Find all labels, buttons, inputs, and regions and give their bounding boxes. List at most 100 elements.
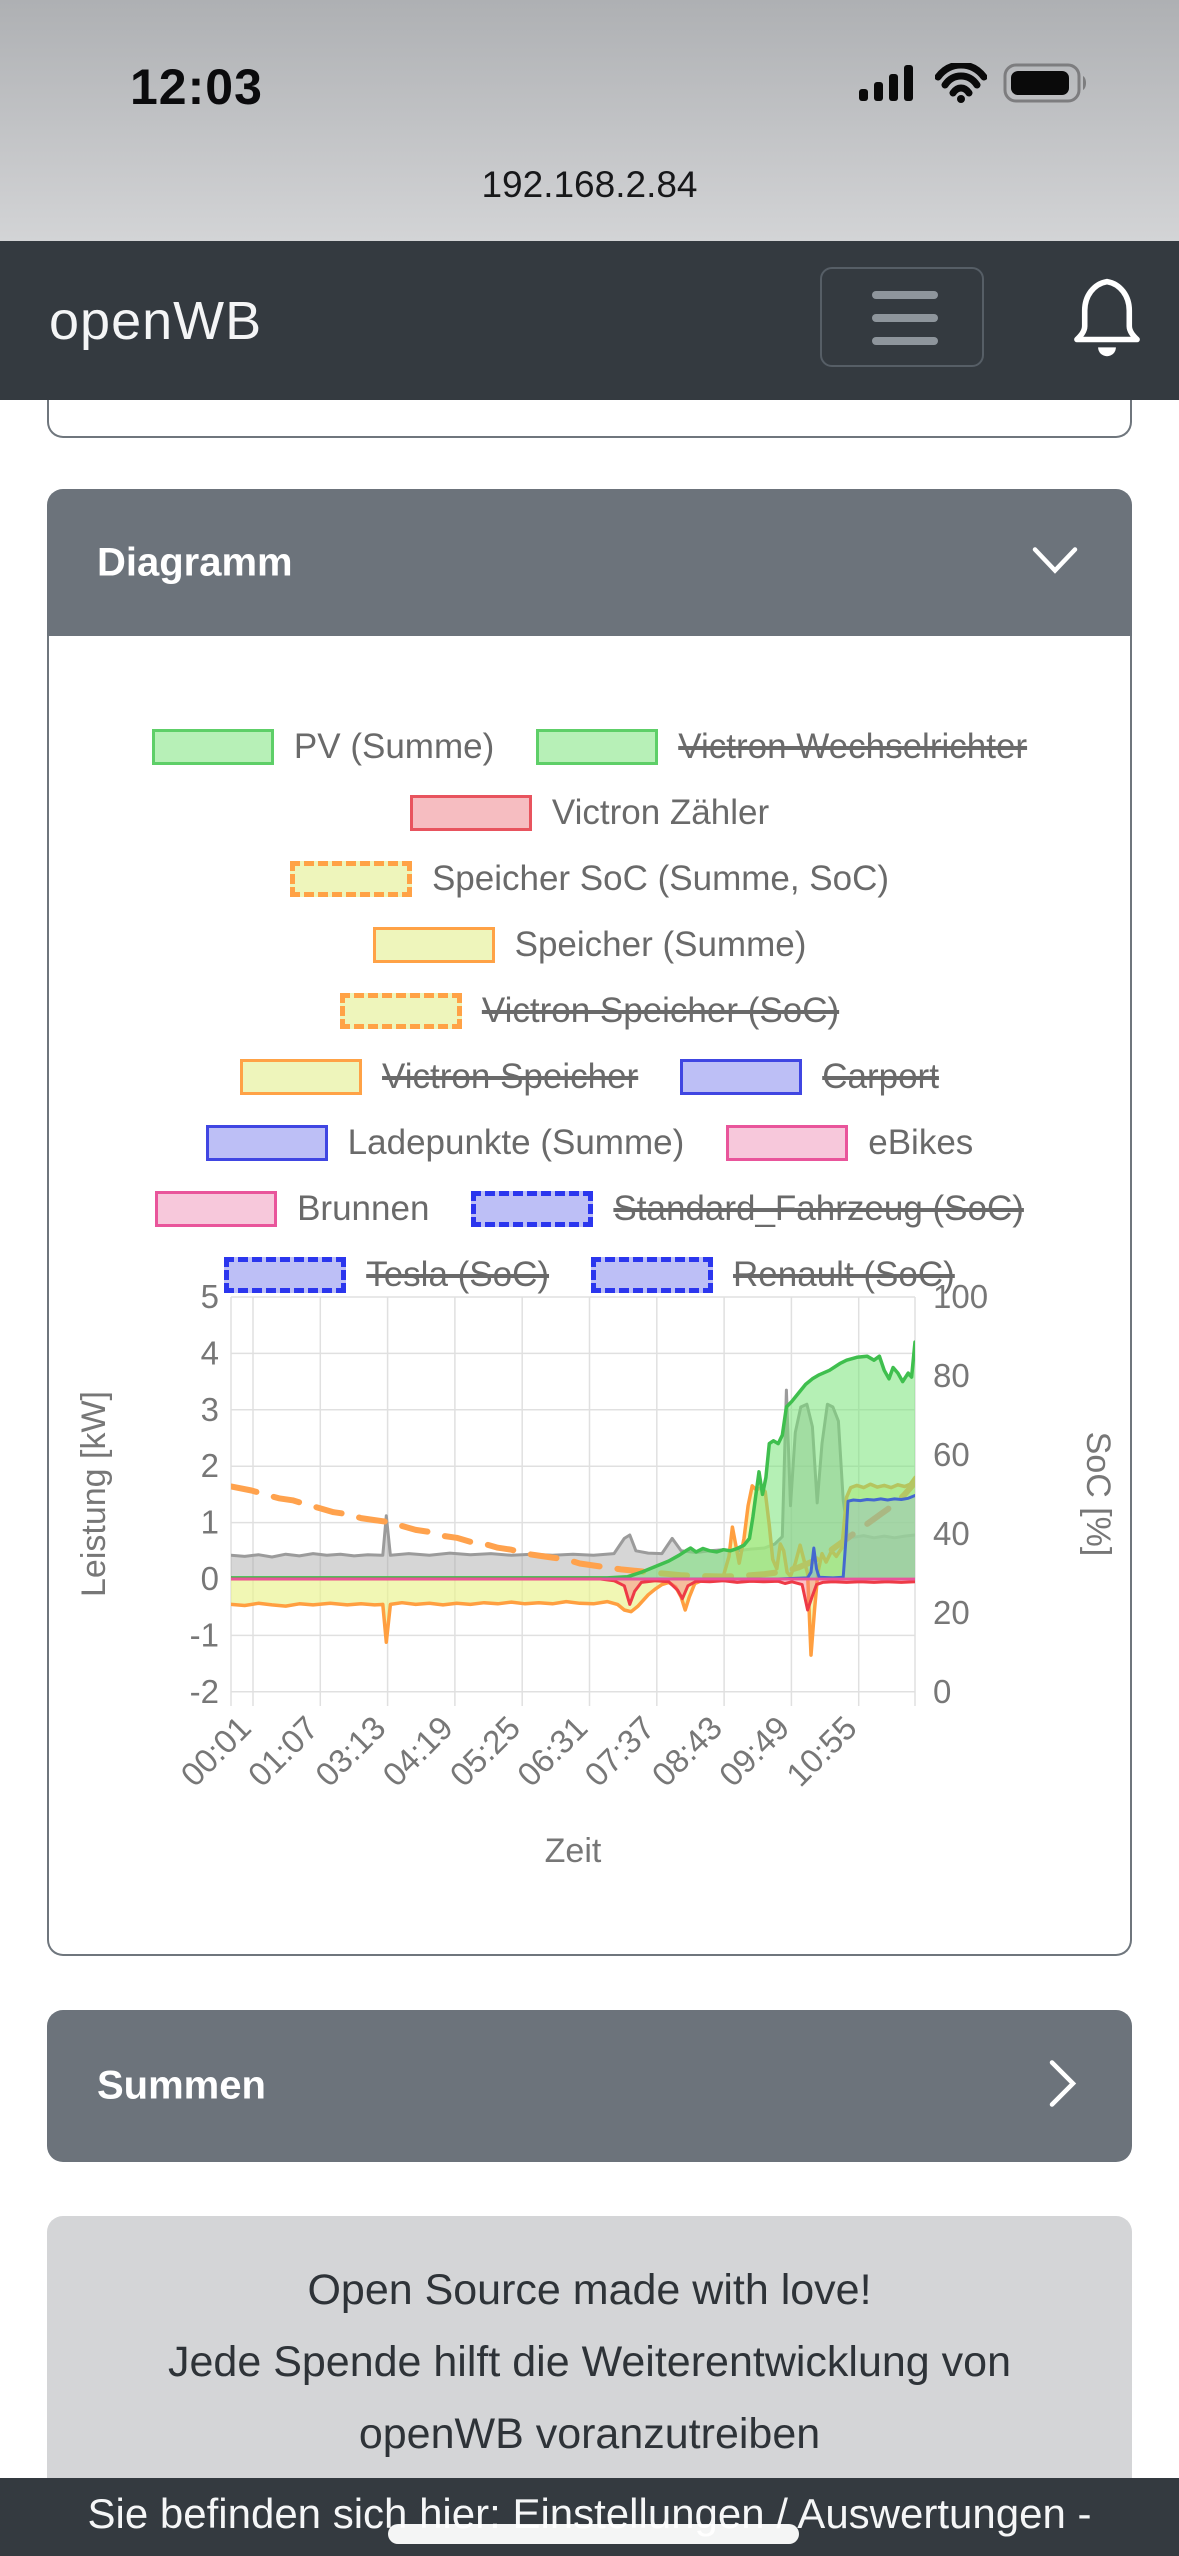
legend-item[interactable]: Standard_Fahrzeug (SoC) — [471, 1189, 1024, 1229]
legend-item[interactable]: Speicher SoC (Summe, SoC) — [289, 859, 890, 899]
legend-item[interactable]: Renault (SoC) — [591, 1255, 955, 1295]
legend-swatch — [726, 1125, 849, 1161]
legend-item[interactable]: Victron Wechselrichter — [536, 727, 1027, 767]
legend-label: Victron Speicher (SoC) — [481, 991, 840, 1030]
notification-bell-icon[interactable] — [1068, 269, 1146, 366]
svg-text:05:25: 05:25 — [443, 1709, 528, 1794]
svg-text:0: 0 — [933, 1673, 951, 1710]
wifi-icon — [935, 63, 987, 103]
legend-label: Carport — [822, 1057, 939, 1096]
legend-row: Tesla (SoC) Renault (SoC) — [47, 1242, 1132, 1308]
footer-line-1: Open Source made with love! — [307, 2266, 872, 2314]
footer-line-2: Jede Spende hilft die Weiterentwicklung … — [168, 2338, 1011, 2386]
svg-text:00:01: 00:01 — [173, 1709, 258, 1794]
svg-text:5: 5 — [201, 1278, 219, 1315]
svg-text:04:19: 04:19 — [375, 1709, 460, 1794]
legend-row: Victron Speicher Carport — [47, 1044, 1132, 1110]
breadcrumb-bar: Sie befinden sich hier: Einstellungen / … — [0, 2478, 1179, 2556]
svg-text:40: 40 — [933, 1515, 970, 1552]
legend-label: Speicher SoC (Summe, SoC) — [431, 859, 890, 898]
footer-line-3: openWB voranzutreiben — [358, 2410, 821, 2458]
legend-label: Renault (SoC) — [733, 1255, 955, 1294]
legend-row: Speicher SoC (Summe, SoC) — [47, 846, 1132, 912]
legend-label: Brunnen — [297, 1189, 430, 1228]
legend-item[interactable]: Ladepunkte (Summe) — [205, 1123, 685, 1163]
legend-label: PV (Summe) — [293, 727, 495, 766]
legend-item[interactable]: Victron Speicher — [240, 1057, 638, 1097]
legend-swatch — [224, 1257, 347, 1293]
legend-swatch — [339, 993, 462, 1029]
svg-text:09:49: 09:49 — [712, 1709, 797, 1794]
summen-panel-header[interactable]: Summen — [47, 2010, 1132, 2162]
legend-row: Brunnen Standard_Fahrzeug (SoC) — [47, 1176, 1132, 1242]
legend-item[interactable]: eBikes — [726, 1123, 973, 1163]
legend-item[interactable]: Speicher (Summe) — [372, 925, 807, 965]
legend-row: Victron Speicher (SoC) — [47, 978, 1132, 1044]
svg-text:Leistung [kW]: Leistung [kW] — [75, 1391, 113, 1597]
svg-text:06:31: 06:31 — [510, 1709, 595, 1794]
legend-swatch — [289, 861, 412, 897]
svg-text:1: 1 — [201, 1504, 219, 1541]
legend-item[interactable]: Brunnen — [155, 1189, 429, 1229]
svg-text:07:37: 07:37 — [577, 1709, 662, 1794]
legend-swatch — [240, 1059, 363, 1095]
legend-label: eBikes — [868, 1123, 974, 1162]
navbar: openWB — [0, 241, 1179, 400]
svg-text:60: 60 — [933, 1436, 970, 1473]
legend-row: PV (Summe) Victron Wechselrichter — [47, 714, 1132, 780]
legend-swatch — [409, 795, 532, 831]
legend-item[interactable]: PV (Summe) — [151, 727, 495, 767]
previous-panel-bottom — [47, 400, 1132, 438]
series-pv-summe- — [231, 1340, 915, 1580]
diagram-chart[interactable]: 5 4 3 2 1 0 -1 -2 100 80 60 40 20 0 00:0101:0703:1304:… — [47, 1262, 1132, 1912]
legend-item[interactable]: Victron Zähler — [409, 793, 770, 833]
cellular-signal-icon — [859, 65, 913, 101]
legend-swatch — [372, 927, 495, 963]
legend-swatch — [680, 1059, 803, 1095]
legend-item[interactable]: Tesla (SoC) — [224, 1255, 549, 1295]
legend-label: Tesla (SoC) — [366, 1255, 550, 1294]
legend-label: Standard_Fahrzeug (SoC) — [613, 1189, 1024, 1228]
summen-panel-title: Summen — [97, 2063, 266, 2108]
clock: 12:03 — [130, 59, 263, 115]
chevron-down-icon — [1030, 543, 1080, 582]
diagram-panel-body — [47, 636, 1132, 1956]
svg-text:4: 4 — [201, 1334, 219, 1371]
svg-text:2: 2 — [201, 1447, 219, 1484]
legend-row: Ladepunkte (Summe) eBikes — [47, 1110, 1132, 1176]
legend-item[interactable]: Victron Speicher (SoC) — [339, 991, 840, 1031]
legend-row: Speicher (Summe) — [47, 912, 1132, 978]
legend-label: Victron Zähler — [551, 793, 770, 832]
svg-text:3: 3 — [201, 1391, 219, 1428]
address-bar[interactable]: 192.168.2.84 — [481, 164, 698, 205]
legend-swatch — [471, 1191, 594, 1227]
svg-text:SoC [%]: SoC [%] — [1079, 1432, 1117, 1557]
legend-swatch — [151, 729, 274, 765]
svg-text:-1: -1 — [190, 1616, 219, 1653]
home-indicator[interactable] — [388, 2524, 799, 2544]
legend-swatch — [536, 729, 659, 765]
series-victron-z-hler — [231, 1577, 915, 1612]
legend-swatch — [205, 1125, 328, 1161]
legend-swatch — [155, 1191, 278, 1227]
diagram-panel-header[interactable]: Diagramm — [47, 489, 1132, 636]
legend-label: Ladepunkte (Summe) — [347, 1123, 685, 1162]
svg-text:-2: -2 — [190, 1673, 219, 1710]
chevron-right-icon — [1046, 2058, 1080, 2115]
legend-item[interactable]: Carport — [680, 1057, 939, 1097]
svg-text:01:07: 01:07 — [241, 1709, 326, 1794]
legend-row: Victron Zähler — [47, 780, 1132, 846]
svg-text:20: 20 — [933, 1594, 970, 1631]
legend-label: Victron Speicher — [382, 1057, 639, 1096]
brand-logo[interactable]: openWB — [49, 290, 263, 351]
menu-button[interactable] — [820, 267, 984, 367]
legend-label: Victron Wechselrichter — [678, 727, 1028, 766]
svg-text:Zeit: Zeit — [545, 1832, 602, 1870]
legend-swatch — [591, 1257, 714, 1293]
series-ladepunkte-summe- — [231, 1494, 915, 1581]
legend-label: Speicher (Summe) — [514, 925, 807, 964]
svg-text:0: 0 — [201, 1560, 219, 1597]
svg-text:80: 80 — [933, 1357, 970, 1394]
svg-text:03:13: 03:13 — [308, 1709, 393, 1794]
